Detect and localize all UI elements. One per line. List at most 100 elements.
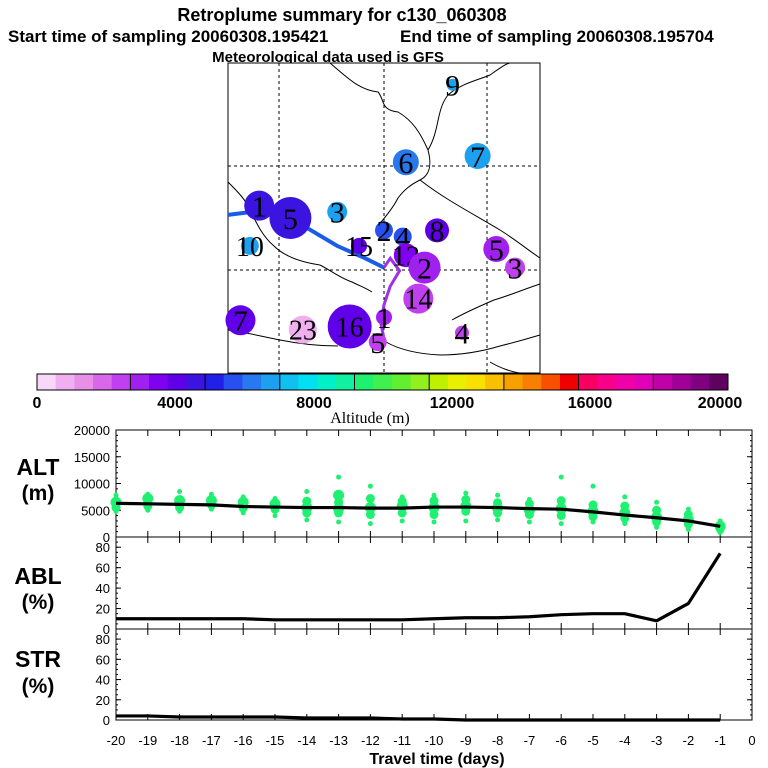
panel-frame xyxy=(115,536,753,630)
y-tick-label: 0 xyxy=(103,622,110,637)
alt-scatter-point xyxy=(142,492,154,504)
x-tick-label: 0 xyxy=(748,733,755,748)
x-tick-label: -3 xyxy=(651,733,663,748)
alt-scatter-point xyxy=(399,494,405,500)
x-tick-label: -16 xyxy=(234,733,253,748)
cluster-dot xyxy=(376,309,392,326)
cluster-dot xyxy=(225,305,256,336)
cluster-label: 14 xyxy=(404,285,432,316)
colorbar-cell xyxy=(429,374,449,390)
alt-scatter-point xyxy=(463,490,469,496)
alt-scatter-point xyxy=(558,521,564,527)
cluster-dot xyxy=(392,149,419,176)
colorbar-cell xyxy=(205,374,225,390)
y-tick-label: 80 xyxy=(96,540,110,555)
cluster-dot xyxy=(240,236,259,255)
figure-title: Retroplume summary for c130_060308 xyxy=(177,5,506,25)
x-tick-label: -2 xyxy=(683,733,695,748)
panel-ylabel-unit: (%) xyxy=(22,675,55,698)
colorbar-cell xyxy=(522,374,542,390)
colorbar-cell xyxy=(37,374,57,390)
colorbar-cell xyxy=(93,374,113,390)
alt-scatter-point xyxy=(336,474,342,480)
y-tick-label: 20 xyxy=(96,602,110,617)
cluster-label: 7 xyxy=(470,141,485,174)
colorbar-cell xyxy=(578,374,598,390)
panel-frame xyxy=(115,628,753,721)
cluster-dot xyxy=(483,236,510,262)
cluster-dot xyxy=(269,197,312,239)
alt-scatter-point xyxy=(145,491,151,497)
alt-scatter-point xyxy=(113,492,119,498)
alt-scatter-point xyxy=(336,519,342,525)
colorbar-cell xyxy=(74,374,94,390)
alt-scatter-point xyxy=(683,510,693,520)
cluster-label: 8 xyxy=(430,215,445,248)
colorbar-cell xyxy=(149,374,169,390)
cluster-label: 7 xyxy=(233,305,248,338)
met-data-text: Meteorological data used is GFS xyxy=(212,49,444,66)
cluster-dot xyxy=(368,333,387,351)
x-tick-label: -9 xyxy=(460,733,472,748)
alt-scatter-point xyxy=(367,483,373,489)
x-tick-label: -8 xyxy=(492,733,504,748)
x-tick-label: -18 xyxy=(170,733,189,748)
cluster-label: 6 xyxy=(398,147,413,180)
colorbar-cell xyxy=(503,374,524,390)
cluster-label: 5 xyxy=(370,327,385,360)
alt-scatter-point xyxy=(495,517,501,523)
cluster-dot xyxy=(403,283,434,314)
panel-alt: 0 5000 10000 15000 20000 ALT(m) xyxy=(16,423,753,545)
alt-scatter-point xyxy=(177,489,183,495)
alt-scatter-point xyxy=(110,496,122,508)
x-tick-label: -20 xyxy=(107,733,126,748)
alt-scatter-point xyxy=(304,517,310,523)
colorbar-cell xyxy=(167,374,187,390)
cluster-label: 2 xyxy=(377,215,392,248)
colorbar-cell xyxy=(186,374,206,390)
alt-scatter-point xyxy=(397,496,407,506)
colorbar-cell xyxy=(671,374,692,390)
x-axis-title: Travel time (days) xyxy=(369,751,504,768)
cluster-label: 2 xyxy=(417,252,432,285)
start-sampling-text: Start time of sampling 20060308.195421 xyxy=(8,27,328,46)
colorbar-cell xyxy=(111,374,131,390)
colorbar-cell xyxy=(709,374,729,390)
cluster-dot xyxy=(351,237,368,254)
x-tick-label: -11 xyxy=(393,733,411,748)
colorbar-tick-label: 4000 xyxy=(157,395,193,412)
time-series-panels: 05000100001500020000ALT(m)020406080ABL(%… xyxy=(14,423,755,768)
cluster-dot xyxy=(455,325,469,340)
colorbar-cell xyxy=(653,374,673,390)
colorbar-frame xyxy=(36,373,729,391)
cluster-label: 1 xyxy=(252,190,267,223)
x-tick-label: -19 xyxy=(138,733,157,748)
cluster-label: 1 xyxy=(377,302,392,335)
alt-scatter-point xyxy=(652,505,662,515)
cluster-dot xyxy=(327,201,348,222)
x-tick-label: -7 xyxy=(524,733,536,748)
cluster-dot xyxy=(408,251,441,284)
y-tick-label: 40 xyxy=(96,581,110,596)
cluster-dot xyxy=(288,315,317,344)
colorbar-tick-label: 8000 xyxy=(296,395,332,412)
colorbar-cell xyxy=(485,374,505,390)
series-line-abl xyxy=(116,552,722,623)
cluster-label: 5 xyxy=(489,234,504,267)
alt-scatter-point xyxy=(590,483,596,489)
cluster-dot xyxy=(375,221,393,240)
cluster-label: 3 xyxy=(508,252,523,285)
colorbar-cell xyxy=(298,374,318,390)
y-tick-label: 80 xyxy=(96,632,110,647)
alt-scatter-point xyxy=(717,518,723,524)
alt-scatter-point xyxy=(461,495,471,505)
alt-scatter-point xyxy=(526,519,532,525)
y-tick-label: 20000 xyxy=(74,423,110,438)
alt-scatter-point xyxy=(524,499,534,509)
colorbar-cell xyxy=(130,374,150,390)
y-tick-label: 5000 xyxy=(81,503,110,518)
alt-scatter-point xyxy=(654,499,660,505)
x-tick-label: -10 xyxy=(425,733,444,748)
